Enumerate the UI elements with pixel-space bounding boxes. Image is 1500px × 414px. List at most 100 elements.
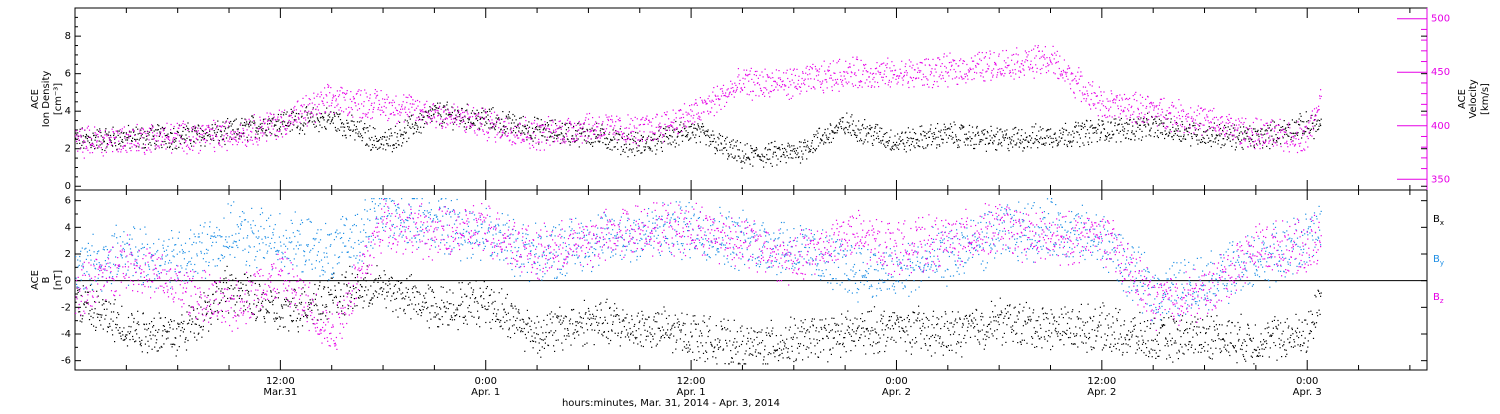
velocity-point <box>790 69 791 70</box>
velocity-point <box>885 83 886 84</box>
density-point <box>127 139 128 140</box>
velocity-point <box>903 80 904 81</box>
density-point <box>242 125 243 126</box>
density-point <box>120 145 121 146</box>
velocity-point <box>719 105 720 106</box>
velocity-point <box>296 122 297 123</box>
density-point <box>1025 139 1026 140</box>
density-point <box>706 144 707 145</box>
velocity-point <box>387 99 388 100</box>
density-point <box>616 133 617 134</box>
velocity-point <box>1262 145 1263 146</box>
density-point <box>901 133 902 134</box>
density-point <box>979 144 980 145</box>
velocity-point <box>1237 130 1238 131</box>
velocity-point <box>763 76 764 77</box>
density-point <box>822 140 823 141</box>
density-point <box>153 136 154 137</box>
velocity-point <box>939 59 940 60</box>
velocity-point <box>204 139 205 140</box>
density-point <box>689 126 690 127</box>
velocity-point <box>229 122 230 123</box>
density-point <box>1039 142 1040 143</box>
velocity-point <box>937 57 938 58</box>
density-point <box>79 143 80 144</box>
density-point <box>745 153 746 154</box>
density-point <box>1088 144 1089 145</box>
density-point <box>1257 130 1258 131</box>
density-point <box>1074 133 1075 134</box>
velocity-point <box>198 153 199 154</box>
velocity-point <box>110 137 111 138</box>
density-point <box>292 129 293 130</box>
velocity-point <box>541 125 542 126</box>
density-point <box>1037 147 1038 148</box>
density-point <box>803 153 804 154</box>
velocity-point <box>623 139 624 140</box>
velocity-point <box>925 76 926 77</box>
velocity-point <box>1190 107 1191 108</box>
velocity-point <box>1253 122 1254 123</box>
velocity-point <box>627 136 628 137</box>
velocity-point <box>666 114 667 115</box>
velocity-point <box>814 88 815 89</box>
velocity-point <box>1045 66 1046 67</box>
density-point <box>118 144 119 145</box>
density-point <box>868 133 869 134</box>
density-point <box>1077 142 1078 143</box>
density-point <box>521 117 522 118</box>
velocity-point <box>101 152 102 153</box>
velocity-point <box>886 67 887 68</box>
density-point <box>488 119 489 120</box>
density-point <box>798 156 799 157</box>
density-point <box>1162 134 1163 135</box>
density-point <box>1227 136 1228 137</box>
velocity-point <box>739 83 740 84</box>
density-point <box>831 142 832 143</box>
density-point <box>887 145 888 146</box>
velocity-point <box>775 81 776 82</box>
velocity-point <box>1190 128 1191 129</box>
velocity-point <box>1143 122 1144 123</box>
density-point <box>495 126 496 127</box>
density-point <box>895 144 896 145</box>
velocity-point <box>534 120 535 121</box>
velocity-point <box>412 99 413 100</box>
velocity-point <box>259 117 260 118</box>
velocity-point <box>1140 103 1141 104</box>
velocity-point <box>965 76 966 77</box>
velocity-point <box>734 83 735 84</box>
density-point <box>850 116 851 117</box>
density-point <box>833 138 834 139</box>
density-point <box>453 124 454 125</box>
density-point <box>1038 141 1039 142</box>
density-point <box>1140 117 1141 118</box>
density-point <box>202 137 203 138</box>
velocity-point <box>835 83 836 84</box>
velocity-point <box>726 102 727 103</box>
velocity-point <box>491 119 492 120</box>
density-point <box>486 123 487 124</box>
density-point <box>530 135 531 136</box>
density-point <box>786 151 787 152</box>
velocity-point <box>1262 137 1263 138</box>
density-point <box>727 158 728 159</box>
density-point <box>1228 138 1229 139</box>
velocity-point <box>955 78 956 79</box>
density-point <box>128 136 129 137</box>
velocity-point <box>1074 93 1075 94</box>
density-point <box>1264 134 1265 135</box>
density-point <box>1097 129 1098 130</box>
velocity-point <box>371 103 372 104</box>
density-point <box>755 150 756 151</box>
density-point <box>1055 138 1056 139</box>
density-point <box>1092 125 1093 126</box>
density-point <box>795 153 796 154</box>
velocity-point <box>937 81 938 82</box>
density-point <box>147 133 148 134</box>
velocity-point <box>810 78 811 79</box>
velocity-point <box>975 55 976 56</box>
density-point <box>1173 139 1174 140</box>
velocity-point <box>132 146 133 147</box>
velocity-point <box>279 110 280 111</box>
